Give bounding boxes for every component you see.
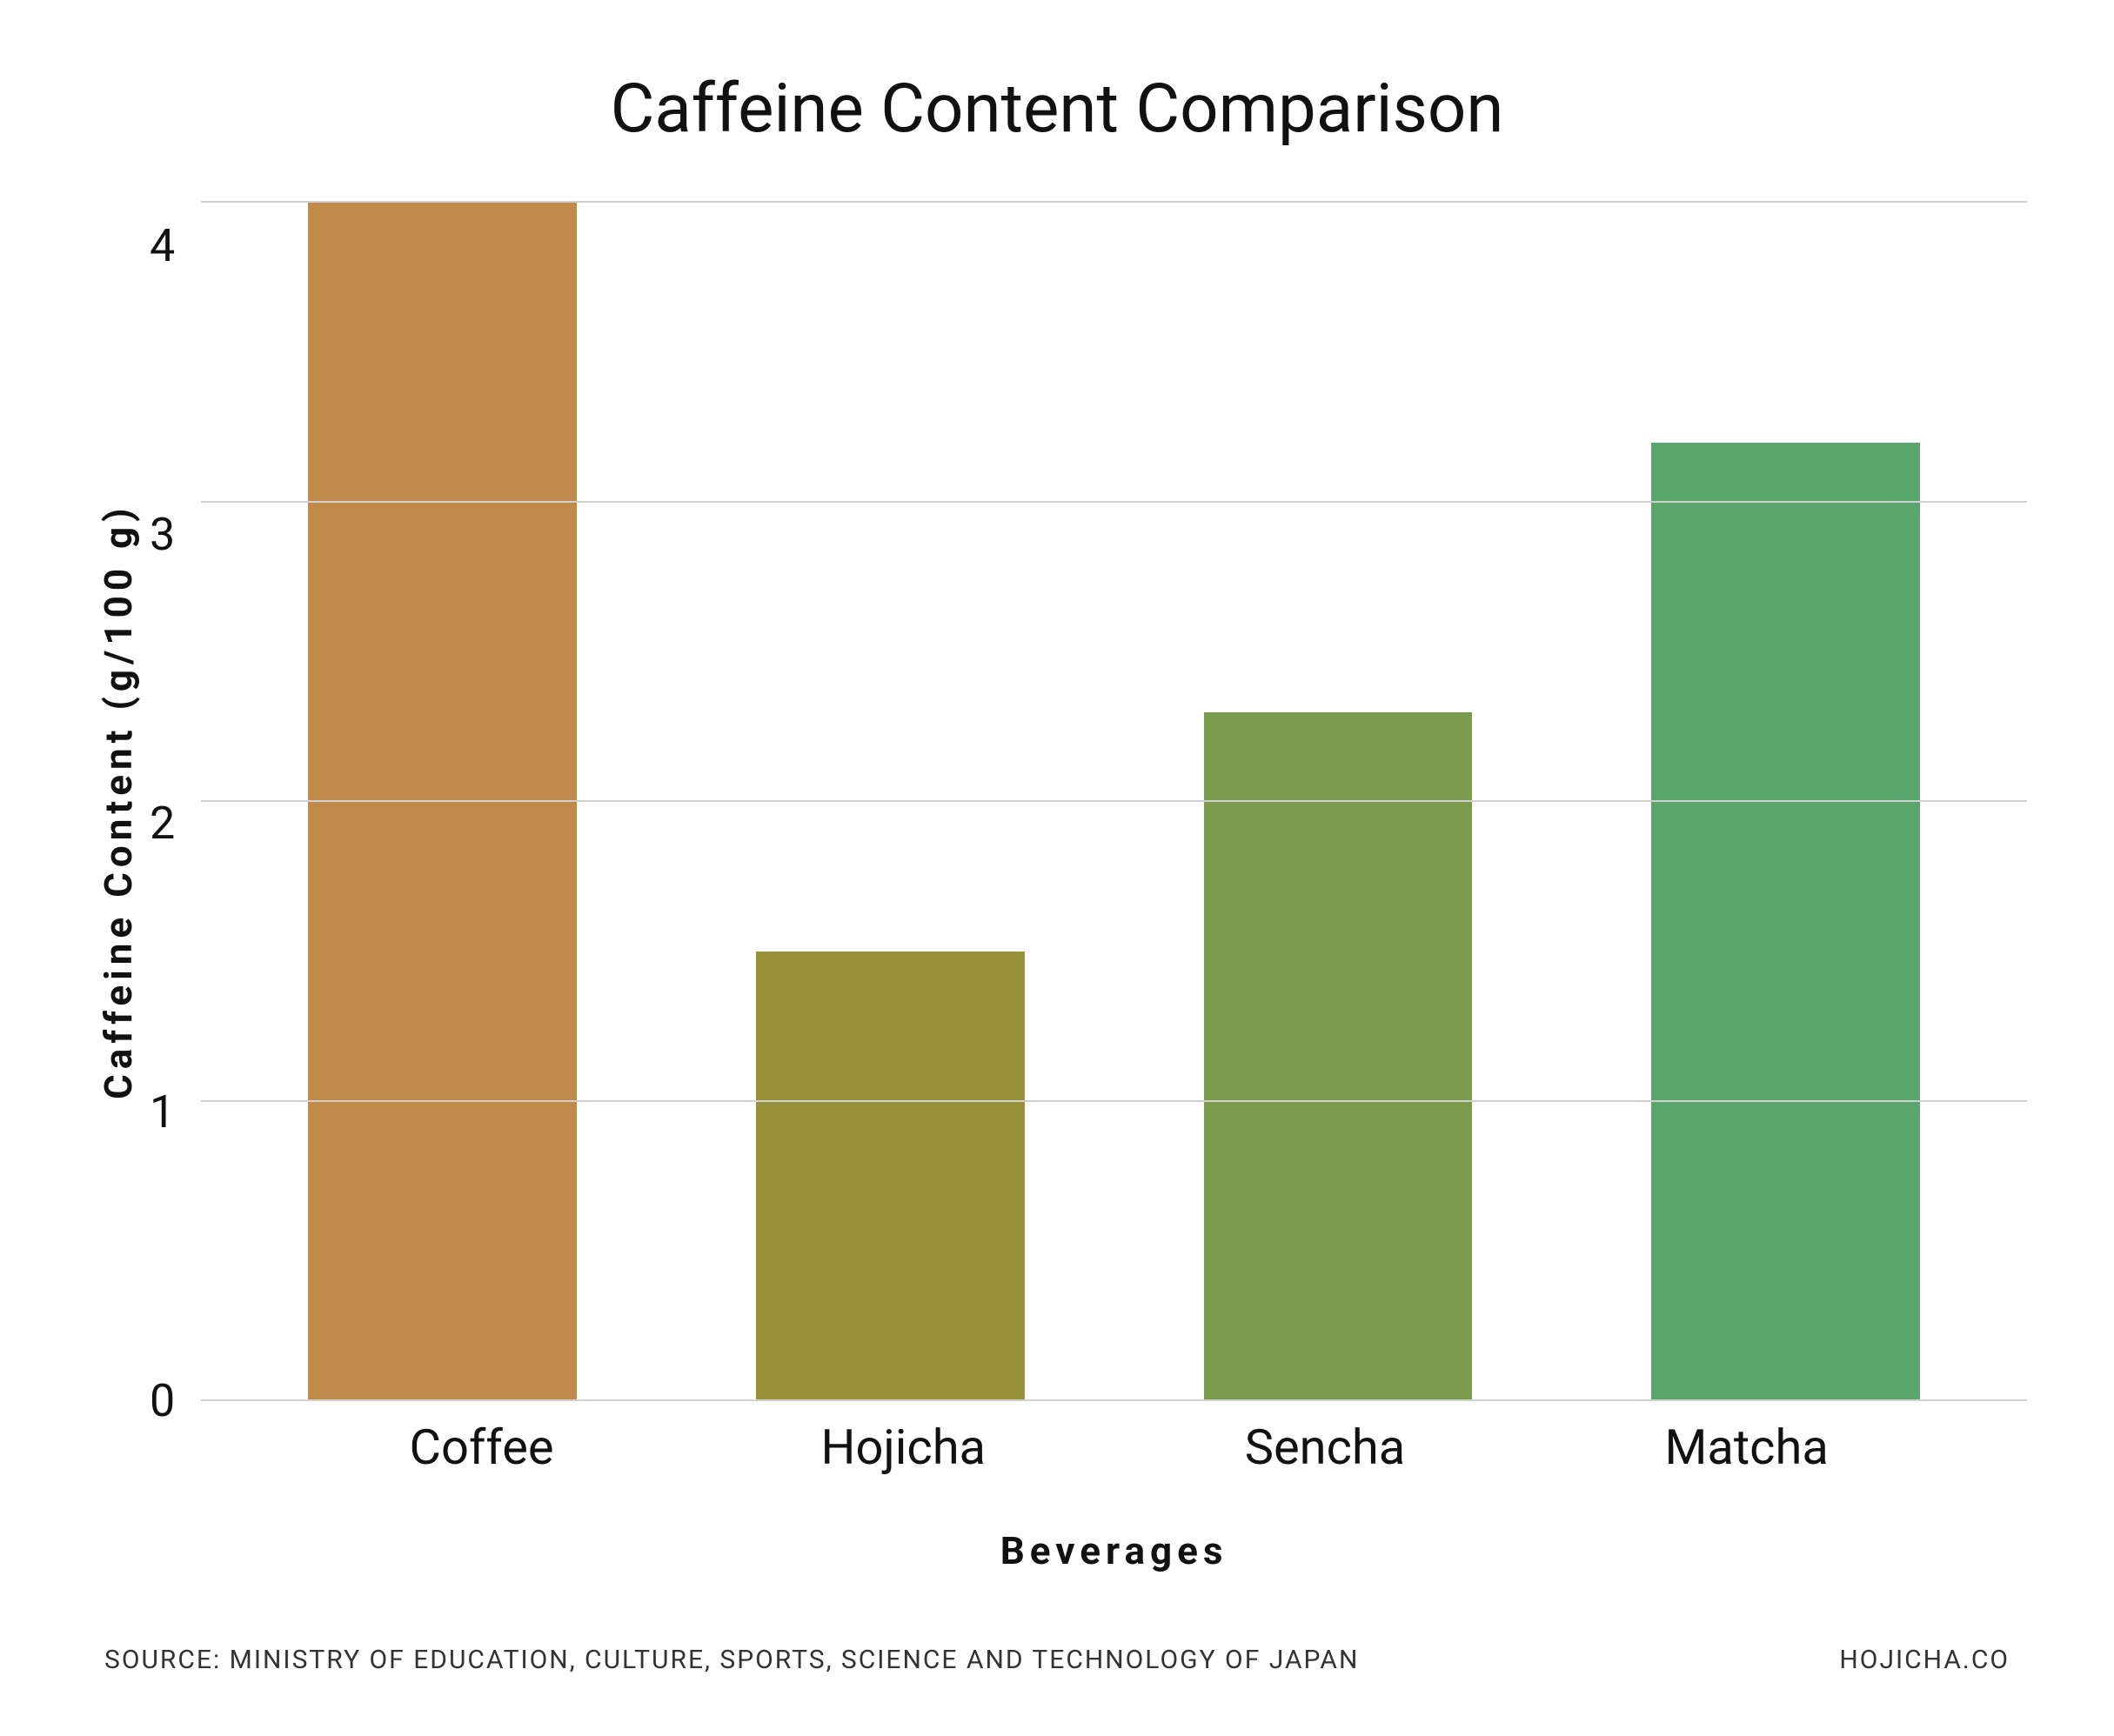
bar-hojicha — [756, 951, 1025, 1401]
y-tick: 2 — [150, 801, 175, 846]
chart-title: Caffeine Content Comparison — [52, 70, 2062, 149]
x-tick: Sencha — [1114, 1419, 1536, 1476]
bar-slot — [1114, 203, 1562, 1401]
bar-sencha — [1204, 712, 1473, 1401]
y-tick: 1 — [150, 1090, 175, 1135]
bar-slot — [218, 203, 666, 1401]
x-axis-area: CoffeeHojichaSenchaMatcha Beverages — [253, 1419, 1975, 1573]
gridline — [201, 1399, 2027, 1401]
bar-matcha — [1651, 443, 1920, 1401]
x-axis-ticks: CoffeeHojichaSenchaMatcha — [253, 1419, 1975, 1476]
bar-slot — [1562, 203, 2010, 1401]
plot-wrap: Caffeine Content (g/100 g) 01234 — [87, 201, 2027, 1401]
y-tick: 4 — [150, 224, 175, 269]
brand-text: HOJICHA.CO — [1839, 1645, 2010, 1675]
source-text: SOURCE: MINISTRY OF EDUCATION, CULTURE, … — [104, 1645, 1359, 1675]
y-axis-label: Caffeine Content (g/100 g) — [87, 201, 150, 1401]
gridline — [201, 501, 2027, 503]
chart-footer: SOURCE: MINISTRY OF EDUCATION, CULTURE, … — [104, 1645, 2010, 1675]
plot-area — [201, 201, 2027, 1401]
x-tick: Coffee — [271, 1419, 692, 1476]
chart-container: Caffeine Content Comparison Caffeine Con… — [0, 0, 2114, 1736]
x-tick: Matcha — [1535, 1419, 1957, 1476]
gridline — [201, 800, 2027, 802]
bars-group — [201, 203, 2027, 1401]
y-axis-ticks: 01234 — [150, 201, 201, 1401]
bar-coffee — [308, 203, 577, 1401]
bar-slot — [666, 203, 1114, 1401]
y-tick: 0 — [150, 1379, 175, 1424]
x-tick: Hojicha — [692, 1419, 1114, 1476]
y-tick: 3 — [150, 512, 175, 558]
x-axis-label: Beverages — [253, 1528, 1975, 1573]
gridline — [201, 1100, 2027, 1102]
